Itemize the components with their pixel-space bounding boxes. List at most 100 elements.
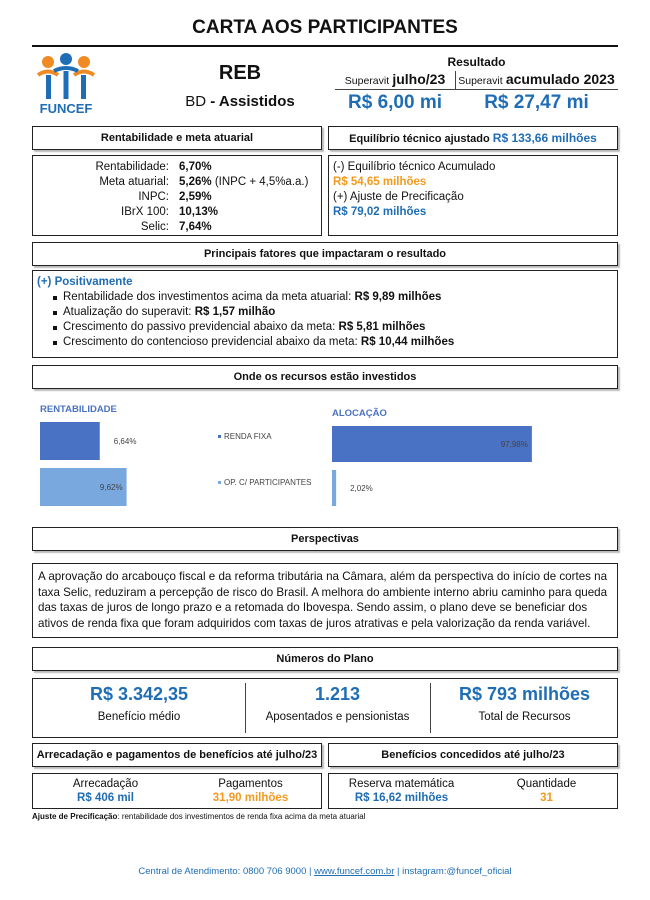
value: 10,13% bbox=[179, 206, 219, 218]
rule bbox=[335, 89, 618, 90]
factors-group: (+) Positivamente bbox=[37, 276, 133, 288]
divider bbox=[245, 683, 246, 733]
footer: Central de Atendimento: 0800 706 9000 | … bbox=[0, 866, 650, 877]
factor-text: Rentabilidade dos investimentos acima da… bbox=[63, 291, 352, 303]
logo-arms bbox=[36, 69, 96, 77]
granted-box: Reserva matemática R$ 16,62 milhões Quanti… bbox=[328, 773, 618, 809]
bar bbox=[332, 426, 532, 462]
footnote-term: Ajuste de Precificação bbox=[32, 812, 118, 821]
chart-title: ALOCAÇÃO bbox=[332, 408, 387, 419]
balance-label: (+) Ajuste de Precificação bbox=[333, 191, 464, 203]
result-year-label: Superavit acumulado 2023 bbox=[455, 71, 618, 87]
returns-box: Rentabilidade: 6,70% Meta atuarial: 5,26% (… bbox=[32, 155, 322, 236]
value-label: 9,62% bbox=[100, 483, 123, 492]
item-value: R$ 16,62 milhões bbox=[354, 792, 449, 804]
outlook-heading: Perspectivas bbox=[32, 527, 618, 551]
result-heading: Resultado bbox=[447, 55, 506, 69]
collections-box: Arrecadação R$ 406 mil Pagamentos 31,90 mil… bbox=[32, 773, 322, 809]
logo-text: FUNCEF bbox=[39, 101, 93, 116]
plan-numbers-box: R$ 3.342,35 Benefício médio 1.213 Aposentad… bbox=[32, 678, 618, 738]
logo-body bbox=[63, 71, 69, 99]
factor-item: Crescimento do passivo previdencial abai… bbox=[63, 321, 425, 333]
number-label: Aposentados e pensionistas bbox=[265, 711, 410, 723]
factor-value: R$ 10,44 milhões bbox=[360, 336, 455, 348]
logo-head bbox=[42, 56, 54, 68]
footer-site[interactable]: www.funcef.com.br bbox=[314, 866, 395, 877]
item-label: Arrecadação bbox=[72, 778, 139, 790]
result-year-value: R$ 27,47 mi bbox=[484, 92, 589, 113]
plan-name: REB bbox=[218, 62, 262, 84]
row-value: 5,26% (INPC + 4,5%a.a.) bbox=[179, 176, 308, 188]
charts: RENTABILIDADE 6,64% RENDA FIXA 9,62% OP. C/ … bbox=[40, 404, 532, 506]
logo bbox=[36, 53, 96, 99]
row-label: INPC: bbox=[138, 191, 169, 203]
balance-value: R$ 79,02 milhões bbox=[333, 206, 427, 218]
title-rule bbox=[32, 45, 618, 47]
bar bbox=[40, 468, 127, 506]
value-label: 6,64% bbox=[114, 437, 137, 446]
value-label: 97,98% bbox=[501, 440, 528, 449]
number-label: Benefício médio bbox=[97, 711, 181, 723]
item-label: Quantidade bbox=[516, 778, 577, 790]
value: 6,70% bbox=[179, 161, 212, 173]
item-label: Pagamentos bbox=[218, 778, 283, 790]
factor-text: Atualização do superavit: bbox=[63, 306, 192, 318]
balance-heading: Equilíbrio técnico ajustado R$ 133,66 mi… bbox=[328, 126, 618, 150]
outlook-text: A aprovação do arcabouço fiscal e da ref… bbox=[38, 570, 608, 630]
logo-arms bbox=[53, 66, 79, 73]
factor-value: R$ 5,81 milhões bbox=[338, 321, 426, 333]
value: 5,26% bbox=[179, 176, 212, 188]
label-period: julho/23 bbox=[392, 71, 446, 87]
legend-label: OP. C/ PARTICIPANTES bbox=[224, 478, 311, 487]
row-label: Selic: bbox=[140, 221, 169, 233]
number-value: R$ 3.342,35 bbox=[89, 684, 189, 704]
factors-heading: Principais fatores que impactaram o resu… bbox=[32, 242, 618, 266]
number-value: R$ 793 milhões bbox=[458, 684, 591, 704]
divider bbox=[430, 683, 431, 733]
number-label: Total de Recursos bbox=[478, 711, 571, 723]
factor-text: Crescimento do passivo previdencial abai… bbox=[63, 321, 336, 333]
row-label: IBrX 100: bbox=[121, 206, 169, 218]
title: CARTA AOS PARTICIPANTES bbox=[192, 17, 458, 38]
chart-title: RENTABILIDADE bbox=[40, 404, 117, 415]
bullet bbox=[53, 341, 57, 345]
item-value: R$ 406 mil bbox=[77, 792, 134, 804]
bullet bbox=[53, 311, 57, 315]
legend-label: RENDA FIXA bbox=[224, 432, 272, 441]
balance-label: (-) Equilíbrio técnico Acumulado bbox=[333, 161, 496, 173]
result-month-label: Superavit julho/23 bbox=[335, 71, 455, 87]
number-value: 1.213 bbox=[314, 684, 361, 704]
bullet bbox=[53, 296, 57, 300]
outlook-box: A aprovação do arcabouço fiscal e da ref… bbox=[32, 563, 618, 638]
factor-text: Crescimento do contencioso previdencial … bbox=[63, 336, 358, 348]
footer-separator: | bbox=[397, 866, 400, 877]
plan-type-prefix: BD bbox=[185, 93, 207, 110]
item-label: Reserva matemática bbox=[348, 778, 455, 790]
collections-heading: Arrecadação e pagamentos de benefícios a… bbox=[32, 743, 322, 767]
row-label: Rentabilidade: bbox=[95, 161, 169, 173]
factor-value: R$ 9,89 milhões bbox=[354, 291, 442, 303]
row-value: 2,59% bbox=[179, 191, 212, 203]
legend-swatch bbox=[218, 481, 221, 484]
investments-heading: Onde os recursos estão investidos bbox=[32, 365, 618, 389]
footnote-text: : rentabilidade dos investimentos de ren… bbox=[117, 812, 366, 821]
plan-type-name: - Assistidos bbox=[210, 93, 295, 110]
plan-numbers-heading: Números do Plano bbox=[32, 647, 618, 671]
logo-head bbox=[78, 56, 90, 68]
label-prefix: Superavit bbox=[458, 75, 503, 87]
value: 7,64% bbox=[179, 221, 212, 233]
value-label: 2,02% bbox=[350, 484, 373, 493]
factor-value: R$ 1,57 milhão bbox=[194, 306, 276, 318]
balance-value: R$ 54,65 milhões bbox=[333, 176, 427, 188]
label-period: acumulado 2023 bbox=[505, 71, 615, 87]
row-label: Meta atuarial: bbox=[99, 176, 169, 188]
footer-phone: Central de Atendimento: 0800 706 9000 bbox=[138, 866, 307, 877]
result-month-value: R$ 6,00 mi bbox=[348, 92, 442, 113]
factor-item: Atualização do superavit: R$ 1,57 milhão bbox=[63, 306, 275, 318]
footer-separator: | bbox=[309, 866, 312, 877]
logo-body bbox=[46, 75, 51, 99]
balance-box: (-) Equilíbrio técnico Acumulado R$ 54,6… bbox=[328, 155, 618, 236]
row-value: 6,70% bbox=[179, 161, 212, 173]
factors-box: (+) Positivamente Rentabilidade dos inve… bbox=[32, 270, 618, 358]
footnote: Ajuste de Precificação: rentabilidade do… bbox=[32, 812, 366, 821]
